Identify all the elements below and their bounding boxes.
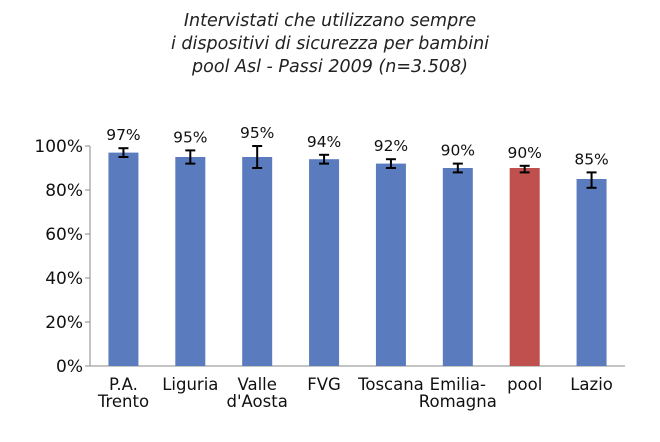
data-label: 94% bbox=[307, 133, 341, 151]
y-tick-label: 40% bbox=[45, 269, 83, 289]
data-label: 95% bbox=[173, 128, 207, 146]
chart-title: Intervistati che utilizzano sempre i dis… bbox=[0, 10, 660, 79]
category-label: FVG bbox=[307, 375, 341, 394]
error-bar bbox=[519, 164, 530, 174]
bar bbox=[175, 157, 206, 366]
data-labels: 97% 95% 95% 94% 92% 90% 90% 85% bbox=[106, 124, 609, 168]
category-label: Toscana bbox=[357, 375, 424, 394]
data-label: 90% bbox=[441, 142, 475, 160]
bar bbox=[576, 179, 607, 366]
error-bars bbox=[118, 145, 597, 189]
category-label: Liguria bbox=[162, 375, 218, 394]
bar bbox=[375, 163, 406, 366]
data-label: 90% bbox=[507, 144, 541, 162]
error-bar bbox=[319, 153, 330, 165]
error-bar bbox=[185, 149, 196, 165]
category-label: P.A. bbox=[109, 375, 138, 394]
data-label: 97% bbox=[106, 126, 140, 144]
bar bbox=[309, 159, 340, 366]
bar bbox=[442, 168, 473, 366]
chart-title-line-3: pool Asl - Passi 2009 (n=3.508) bbox=[192, 57, 468, 77]
category-label: Lazio bbox=[570, 375, 613, 394]
y-tick-label: 80% bbox=[45, 181, 83, 201]
data-label: 95% bbox=[240, 124, 274, 142]
chart-title-line-2: i dispositivi di sicurezza per bambini bbox=[170, 34, 490, 54]
error-bar bbox=[252, 145, 263, 169]
bar bbox=[108, 152, 139, 366]
y-tick-label: 100% bbox=[34, 137, 83, 157]
error-bar bbox=[118, 147, 129, 158]
category-label: Valle bbox=[237, 375, 276, 394]
category-label: pool bbox=[507, 375, 542, 394]
bar bbox=[242, 157, 273, 366]
bar bbox=[509, 168, 540, 366]
data-label: 92% bbox=[374, 137, 408, 155]
error-bar bbox=[452, 162, 463, 174]
error-bar bbox=[586, 171, 597, 189]
y-tick-label: 0% bbox=[56, 357, 83, 377]
y-tick-label: 60% bbox=[45, 225, 83, 245]
category-label: d'Aosta bbox=[227, 392, 288, 411]
error-bar bbox=[385, 158, 396, 169]
category-label: Romagna bbox=[419, 392, 497, 411]
y-tick-label: 20% bbox=[45, 313, 83, 333]
data-label: 85% bbox=[574, 150, 608, 168]
category-label: Trento bbox=[97, 392, 149, 411]
chart-title-line-1: Intervistati che utilizzano sempre bbox=[183, 11, 477, 31]
category-label: Emilia- bbox=[430, 375, 486, 394]
bars bbox=[108, 152, 607, 366]
y-axis: 0% 20% 40% 60% 80% 100% bbox=[34, 137, 91, 377]
